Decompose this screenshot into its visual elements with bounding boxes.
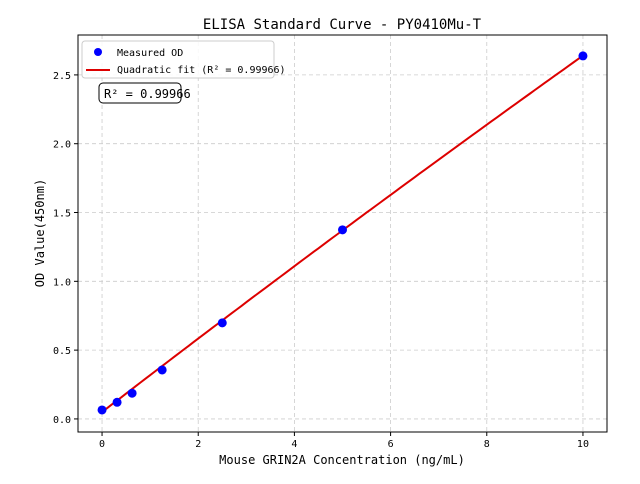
r-squared-annotation: R² = 0.99966 [98,82,191,104]
y-tick-label: 1.5 [53,209,71,220]
annotation-text: R² = 0.99966 [104,87,191,101]
data-point [127,388,137,398]
plot-frame [77,34,608,433]
x-tick-label: 0 [99,439,105,450]
legend-box [81,40,275,79]
legend-label-measured: Measured OD [117,48,183,59]
annotation-box [98,82,182,104]
y-tick-label: 1.0 [53,277,71,288]
legend-label-fit: Quadratic fit (R² = 0.99966) [117,65,286,76]
y-axis-label: OD Value(450nm) [33,179,47,287]
data-point [578,51,588,61]
chart-title: ELISA Standard Curve - PY0410Mu-T [203,17,482,33]
x-ticks: 0 2 4 6 8 10 [99,432,589,450]
data-point [97,405,107,415]
y-tick-label: 2.0 [53,140,71,151]
y-tick-label: 0.5 [53,346,71,357]
y-ticks: 0.0 0.5 1.0 1.5 2.0 2.5 [53,71,78,426]
x-axis-label: Mouse GRIN2A Concentration (ng/mL) [219,453,465,467]
x-tick-label: 2 [195,439,201,450]
legend: Measured OD Quadratic fit (R² = 0.99966) [81,40,286,79]
data-point [217,318,227,328]
y-tick-label: 0.0 [53,415,71,426]
x-tick-label: 10 [577,439,589,450]
legend-marker-measured [94,48,102,56]
grid [78,35,607,432]
data-point [112,397,122,407]
x-tick-label: 8 [484,439,490,450]
data-point [157,365,167,375]
x-tick-label: 4 [291,439,297,450]
data-point [338,225,347,235]
x-tick-label: 6 [388,439,394,450]
y-tick-label: 2.5 [53,71,71,82]
points-group [97,51,588,415]
